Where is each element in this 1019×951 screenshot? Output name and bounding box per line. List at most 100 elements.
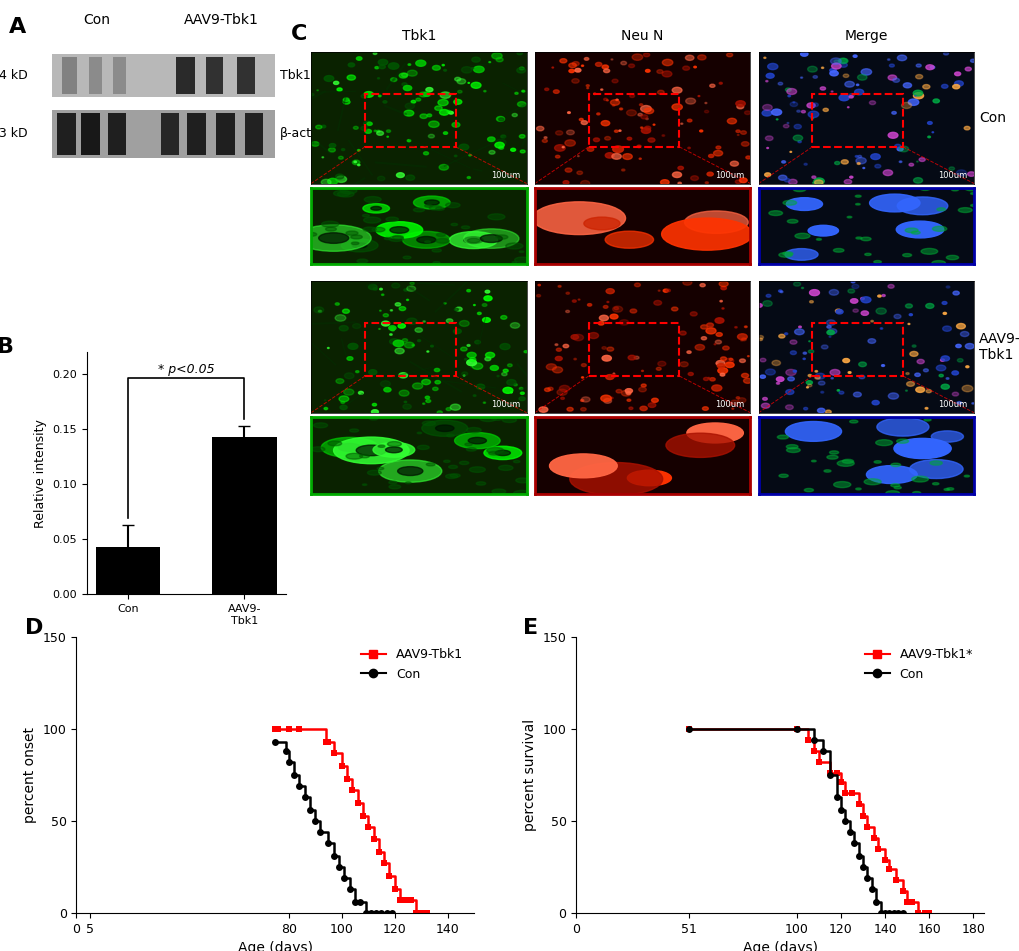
Circle shape bbox=[849, 420, 857, 423]
Circle shape bbox=[661, 135, 664, 136]
Circle shape bbox=[829, 68, 836, 72]
Text: Neu N: Neu N bbox=[621, 29, 663, 43]
Circle shape bbox=[581, 121, 587, 125]
Circle shape bbox=[354, 161, 357, 163]
Circle shape bbox=[318, 233, 348, 243]
Circle shape bbox=[449, 232, 497, 248]
Circle shape bbox=[459, 145, 469, 150]
Circle shape bbox=[593, 93, 595, 94]
Circle shape bbox=[491, 52, 501, 59]
Circle shape bbox=[588, 333, 598, 339]
Circle shape bbox=[425, 399, 430, 402]
Circle shape bbox=[388, 485, 400, 489]
Circle shape bbox=[555, 348, 560, 351]
Circle shape bbox=[855, 237, 861, 239]
Circle shape bbox=[558, 385, 569, 392]
Circle shape bbox=[857, 155, 861, 158]
Circle shape bbox=[490, 417, 502, 420]
Circle shape bbox=[600, 89, 602, 90]
Circle shape bbox=[790, 351, 796, 355]
Circle shape bbox=[779, 475, 788, 477]
Circle shape bbox=[680, 123, 682, 125]
Circle shape bbox=[613, 307, 618, 310]
Circle shape bbox=[634, 283, 640, 286]
Circle shape bbox=[337, 191, 354, 197]
Circle shape bbox=[741, 374, 748, 378]
Circle shape bbox=[416, 60, 425, 67]
Circle shape bbox=[372, 227, 384, 232]
Circle shape bbox=[356, 371, 359, 373]
Circle shape bbox=[879, 328, 881, 329]
Circle shape bbox=[806, 387, 808, 388]
Circle shape bbox=[352, 243, 367, 248]
Circle shape bbox=[705, 328, 715, 334]
Circle shape bbox=[690, 312, 696, 316]
Circle shape bbox=[641, 384, 646, 387]
Circle shape bbox=[428, 134, 434, 138]
Circle shape bbox=[643, 53, 649, 57]
Circle shape bbox=[794, 233, 809, 239]
Circle shape bbox=[870, 320, 872, 322]
Circle shape bbox=[338, 443, 361, 452]
Circle shape bbox=[839, 391, 843, 394]
Circle shape bbox=[369, 417, 378, 420]
Circle shape bbox=[672, 87, 682, 93]
Circle shape bbox=[623, 154, 632, 160]
Circle shape bbox=[403, 86, 412, 90]
Circle shape bbox=[520, 392, 524, 395]
Circle shape bbox=[611, 153, 621, 159]
Circle shape bbox=[391, 283, 399, 288]
Text: β-actin: β-actin bbox=[279, 127, 323, 141]
Circle shape bbox=[678, 183, 681, 184]
Circle shape bbox=[657, 290, 659, 291]
Circle shape bbox=[445, 475, 458, 478]
Circle shape bbox=[837, 460, 853, 466]
Circle shape bbox=[612, 146, 623, 152]
Circle shape bbox=[634, 357, 639, 359]
Circle shape bbox=[413, 196, 449, 209]
Circle shape bbox=[310, 93, 314, 96]
Circle shape bbox=[603, 398, 611, 403]
Circle shape bbox=[464, 237, 483, 243]
Circle shape bbox=[685, 98, 695, 104]
Circle shape bbox=[847, 289, 854, 293]
Circle shape bbox=[347, 343, 358, 349]
Circle shape bbox=[459, 320, 469, 326]
Circle shape bbox=[423, 92, 430, 96]
Circle shape bbox=[467, 360, 471, 363]
Circle shape bbox=[615, 390, 622, 393]
Circle shape bbox=[762, 105, 771, 110]
Circle shape bbox=[908, 164, 913, 166]
Circle shape bbox=[581, 363, 586, 366]
Circle shape bbox=[913, 178, 921, 184]
Circle shape bbox=[483, 446, 522, 459]
Legend: AAV9-Tbk1, Con: AAV9-Tbk1, Con bbox=[356, 644, 468, 686]
Circle shape bbox=[491, 489, 505, 494]
Bar bbox=[237, 57, 255, 94]
Circle shape bbox=[951, 188, 958, 191]
Circle shape bbox=[815, 239, 820, 241]
Circle shape bbox=[505, 243, 523, 249]
Circle shape bbox=[327, 178, 337, 184]
Circle shape bbox=[941, 356, 949, 361]
Circle shape bbox=[715, 146, 720, 149]
Circle shape bbox=[373, 52, 376, 54]
Circle shape bbox=[864, 253, 870, 256]
Circle shape bbox=[713, 150, 721, 156]
Circle shape bbox=[565, 140, 575, 146]
Circle shape bbox=[651, 398, 657, 402]
Circle shape bbox=[826, 325, 830, 328]
Circle shape bbox=[605, 375, 613, 379]
Circle shape bbox=[952, 85, 959, 88]
Circle shape bbox=[798, 326, 801, 328]
Circle shape bbox=[809, 301, 812, 303]
Circle shape bbox=[314, 307, 323, 313]
Circle shape bbox=[615, 99, 618, 101]
Legend: AAV9-Tbk1*, Con: AAV9-Tbk1*, Con bbox=[859, 644, 977, 686]
Circle shape bbox=[412, 383, 422, 389]
Circle shape bbox=[490, 365, 498, 371]
Circle shape bbox=[391, 450, 403, 454]
Circle shape bbox=[483, 402, 485, 403]
Circle shape bbox=[848, 372, 850, 374]
Circle shape bbox=[407, 70, 417, 76]
